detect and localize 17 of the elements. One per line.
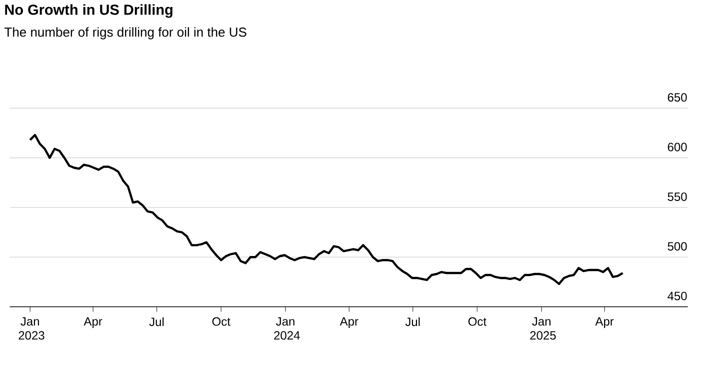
x-tick-label: Apr [84, 317, 102, 328]
x-tick-label: Jul [149, 317, 164, 326]
y-tick-label: 500 [668, 242, 687, 251]
x-tick-label: Apr [340, 317, 358, 328]
y-tick-label: 550 [668, 192, 687, 201]
chart-title: No Growth in US Drilling [5, 4, 172, 18]
x-tick-label: Jan 2024 [274, 317, 300, 340]
x-tick-label: Oct [212, 317, 230, 326]
x-tick-label: Jul [405, 317, 420, 326]
x-tick-label: Apr [595, 317, 614, 328]
x-tick-label: Jan 2025 [530, 317, 556, 340]
y-tick-label: 450 [668, 292, 687, 300]
chart-subtitle: The number of rigs drilling for oil in the US [4, 27, 246, 40]
y-tick-label: 650 [668, 93, 687, 102]
y-tick-label: 600 [668, 142, 687, 152]
x-tick-label: Oct [468, 317, 486, 326]
x-tick-label: Jan 2023 [18, 317, 44, 340]
